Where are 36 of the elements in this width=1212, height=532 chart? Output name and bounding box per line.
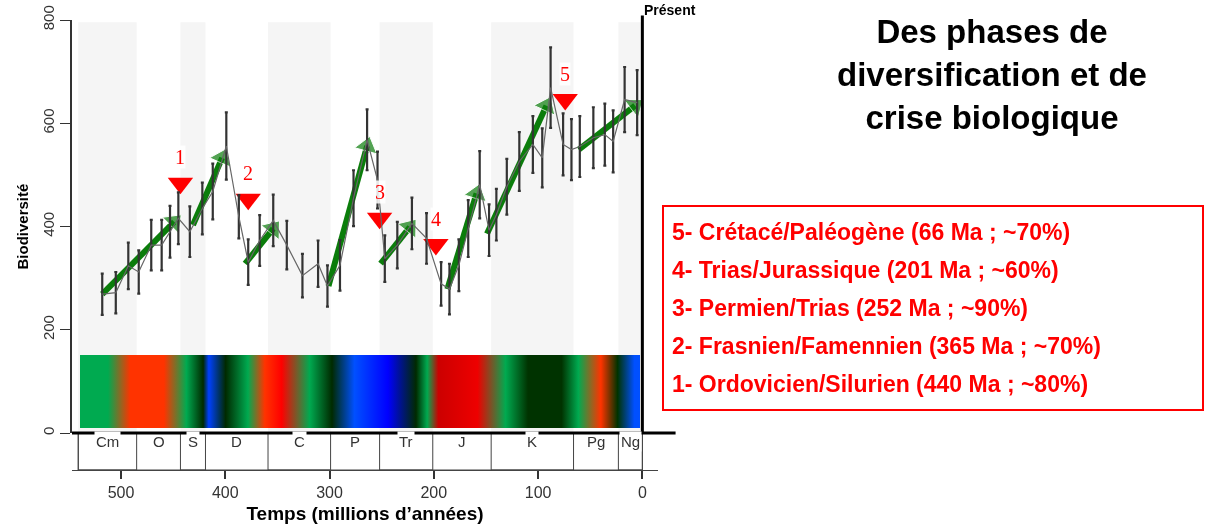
- y-tick-label: 0: [40, 426, 58, 436]
- band-label: Ng: [621, 433, 641, 450]
- band-label: Tr: [399, 433, 413, 450]
- band-label: C: [294, 433, 305, 450]
- text: 5- Crétacé/Paléogène (66 Ma ; ~70%): [672, 218, 1072, 247]
- y-tick-label: 400: [40, 211, 58, 237]
- x-axis-title: Temps (millions d’années): [246, 503, 484, 524]
- annotation: 5: [560, 63, 570, 85]
- x-tick-label: 100: [524, 484, 552, 502]
- y-tick-label: 800: [40, 5, 58, 31]
- text: 4- Trias/Jurassique (201 Ma ; ~60%): [672, 256, 1060, 285]
- x-tick-label: 200: [420, 484, 448, 502]
- annotation: J: [458, 433, 466, 450]
- annotation: 3: [375, 181, 385, 203]
- annotation: Pg: [587, 433, 606, 450]
- annotation: 2: [243, 162, 253, 184]
- y-axis-title: Biodiversité: [14, 183, 31, 270]
- text: 3- Permien/Trias (252 Ma ; ~90%): [672, 294, 1030, 323]
- y-tick-label: 600: [40, 108, 58, 134]
- band-label: Cm: [96, 433, 120, 450]
- text: 1- Ordovicien/Silurien (440 Ma ; ~80%): [672, 370, 1090, 399]
- annotation: D: [231, 433, 242, 450]
- band-label: S: [188, 433, 199, 450]
- text: 2- Frasnien/Famennien (365 Ma ; ~70%): [672, 332, 1102, 361]
- x-tick-label: 0: [637, 484, 647, 502]
- y-tick-label: 200: [40, 315, 58, 341]
- x-tick-label: 400: [211, 484, 239, 502]
- annotation: O: [153, 433, 165, 450]
- x-tick-label: 300: [316, 484, 343, 502]
- annotation: 1: [175, 146, 185, 168]
- x-tick-label: 500: [107, 484, 135, 502]
- band-label: K: [527, 433, 538, 450]
- annotation: 4: [431, 208, 441, 230]
- text: Des phases de diversification et de crise biologique: [837, 13, 1147, 136]
- annotation: P: [350, 433, 361, 450]
- ref-line-label: Présent: [644, 2, 696, 18]
